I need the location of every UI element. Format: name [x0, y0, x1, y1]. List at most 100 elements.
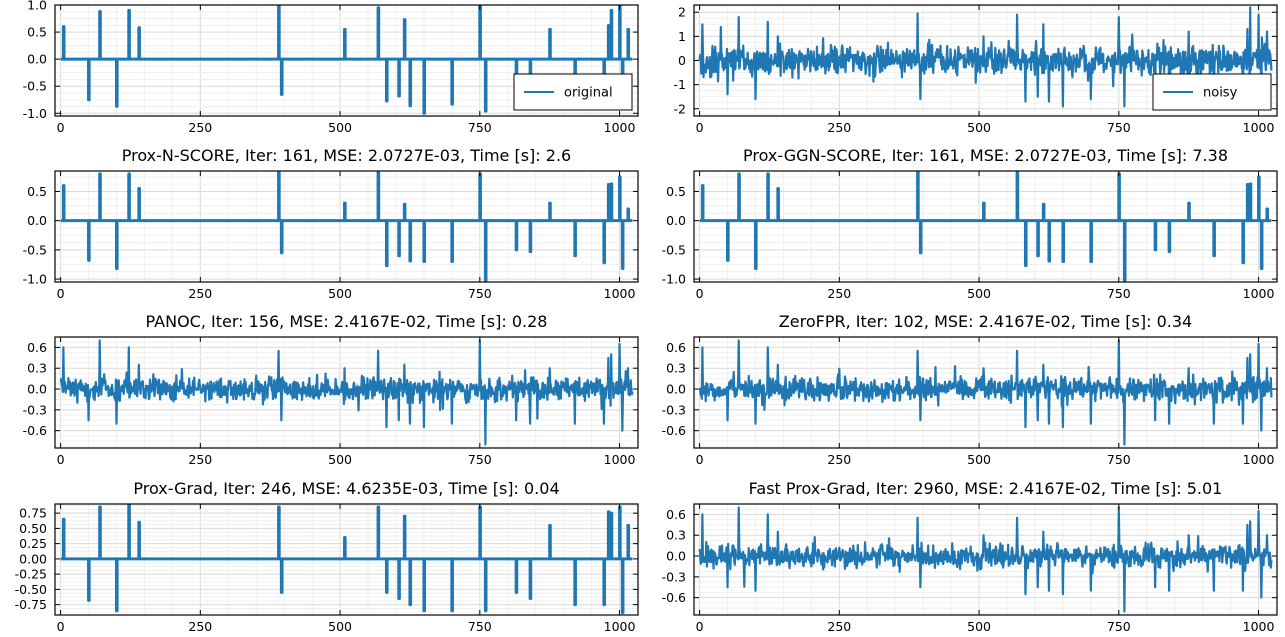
- panel-title: Prox-N-SCORE, Iter: 161, MSE: 2.0727E-03…: [122, 146, 571, 165]
- panel-8: 0 250 500 750 1000 -0.6 -0.3 0.0 0.3 0.6 Fast Prox…: [662, 479, 1278, 634]
- x-tick-label: 1000: [1243, 452, 1275, 467]
- panel-2: 0 250 500 750 1000 -2 -1 0 1 2 noisy: [674, 4, 1278, 135]
- x-tick-label: 1000: [604, 619, 636, 634]
- y-tick-label: -1: [674, 77, 686, 92]
- plot-frame: [54, 4, 639, 117]
- panel-title: Prox-GGN-SCORE, Iter: 161, MSE: 2.0727E-…: [743, 146, 1228, 165]
- y-tick-label: -2: [674, 101, 686, 116]
- panel-4: 0 250 500 750 1000 -1.0 -0.5 0.0 0.5 Prox-GGN-SCO…: [662, 146, 1278, 301]
- plot-frame: [54, 336, 639, 449]
- y-tick-label: 1.0: [27, 0, 47, 13]
- y-tick-label: -0.25: [15, 567, 47, 582]
- y-tick-label: -0.3: [662, 569, 686, 584]
- y-tick-label: 0.6: [666, 340, 686, 355]
- series-line: [59, 339, 634, 446]
- y-tick-label: 0.25: [19, 536, 47, 551]
- x-tick-label: 250: [188, 286, 212, 301]
- y-tick-label: 0.6: [27, 340, 47, 355]
- x-tick-label: 250: [188, 120, 212, 135]
- x-tick-label: 0: [57, 452, 65, 467]
- x-tick-label: 750: [468, 452, 492, 467]
- y-tick-label: 1: [678, 29, 686, 44]
- y-tick-label: -0.5: [662, 242, 686, 257]
- plot-frame: [693, 336, 1278, 449]
- x-tick-label: 750: [468, 286, 492, 301]
- series-line: [59, 4, 634, 115]
- x-tick-label: 500: [967, 120, 991, 135]
- x-tick-label: 500: [328, 120, 352, 135]
- x-tick-label: 250: [827, 619, 851, 634]
- plot-frame: [54, 170, 639, 283]
- panel-7: 0 250 500 750 1000 -0.75-0.50-0.250.000.250.5…: [15, 479, 639, 634]
- grid: [55, 171, 638, 282]
- x-tick-label: 500: [967, 286, 991, 301]
- plot-frame: [693, 170, 1278, 283]
- y-tick-label: 0.3: [27, 361, 47, 376]
- plot-frame: [693, 503, 1278, 616]
- y-tick-label: 0.5: [666, 184, 686, 199]
- y-tick-label: 0.50: [19, 521, 47, 536]
- panel-3: 0 250 500 750 1000 -1.0 -0.5 0.0 0.5 Prox-N-SCORE…: [23, 146, 639, 301]
- series-line: [698, 506, 1273, 613]
- y-tick-label: -0.3: [23, 402, 47, 417]
- y-tick-label: -0.3: [662, 402, 686, 417]
- series-line: [59, 170, 634, 282]
- y-tick-label: 0.0: [666, 213, 686, 228]
- y-tick-label: -1.0: [23, 106, 47, 121]
- y-tick-label: 0.75: [19, 506, 47, 521]
- plot-frame: [54, 503, 639, 616]
- panel-title: Prox-Grad, Iter: 246, MSE: 4.6235E-03, T…: [133, 479, 559, 498]
- panel-title: Fast Prox-Grad, Iter: 2960, MSE: 2.4167E…: [749, 479, 1223, 498]
- panel-title: ZeroFPR, Iter: 102, MSE: 2.4167E-02, Tim…: [779, 312, 1192, 331]
- x-tick-label: 0: [696, 120, 704, 135]
- series-line: [698, 339, 1273, 446]
- x-tick-label: 1000: [1243, 619, 1275, 634]
- y-tick-label: 0.0: [27, 382, 47, 397]
- y-tick-label: -0.50: [15, 582, 47, 597]
- y-tick-label: 0.0: [27, 52, 47, 67]
- x-tick-label: 500: [328, 452, 352, 467]
- x-tick-label: 0: [696, 452, 704, 467]
- series-line: [59, 503, 634, 615]
- x-tick-label: 750: [1107, 120, 1131, 135]
- y-tick-label: 0.3: [666, 528, 686, 543]
- panel-title: PANOC, Iter: 156, MSE: 2.4167E-02, Time …: [146, 312, 548, 331]
- x-tick-label: 750: [1107, 619, 1131, 634]
- legend-label: noisy: [1203, 86, 1238, 101]
- x-tick-label: 0: [696, 286, 704, 301]
- series-line: [698, 170, 1273, 282]
- x-tick-label: 250: [188, 452, 212, 467]
- panel-1: 0 250 500 750 1000 -1.0 -0.5 0.0 0.5 1.0 original: [23, 0, 639, 135]
- y-tick-label: -1.0: [23, 272, 47, 287]
- legend: original: [513, 73, 633, 111]
- legend-label: original: [564, 86, 613, 101]
- y-tick-label: -0.6: [23, 423, 47, 438]
- y-tick-label: 0: [678, 53, 686, 68]
- y-tick-label: -0.5: [23, 79, 47, 94]
- x-tick-label: 1000: [604, 452, 636, 467]
- y-tick-label: 2: [678, 5, 686, 20]
- y-tick-label: 0.5: [27, 184, 47, 199]
- y-tick-label: -0.6: [662, 423, 686, 438]
- y-tick-label: 0.0: [27, 213, 47, 228]
- x-tick-label: 0: [57, 619, 65, 634]
- series-line: [698, 6, 1273, 108]
- x-tick-label: 500: [328, 286, 352, 301]
- y-tick-label: -0.75: [15, 597, 47, 612]
- y-tick-label: -0.5: [23, 242, 47, 257]
- x-tick-label: 1000: [604, 120, 636, 135]
- panel-5: 0 250 500 750 1000 -0.6 -0.3 0.0 0.3 0.6 PANOC, It…: [23, 312, 639, 467]
- x-tick-label: 0: [57, 286, 65, 301]
- x-tick-label: 750: [468, 619, 492, 634]
- x-tick-label: 250: [827, 120, 851, 135]
- y-tick-label: 0.0: [666, 382, 686, 397]
- x-tick-label: 750: [1107, 286, 1131, 301]
- x-tick-label: 500: [967, 619, 991, 634]
- y-tick-label: 0.5: [27, 25, 47, 40]
- x-tick-label: 500: [328, 619, 352, 634]
- panel-6: 0 250 500 750 1000 -0.6 -0.3 0.0 0.3 0.6 ZeroFPR, …: [662, 312, 1278, 467]
- x-tick-label: 500: [967, 452, 991, 467]
- y-tick-label: -0.6: [662, 590, 686, 605]
- y-tick-label: 0.6: [666, 507, 686, 522]
